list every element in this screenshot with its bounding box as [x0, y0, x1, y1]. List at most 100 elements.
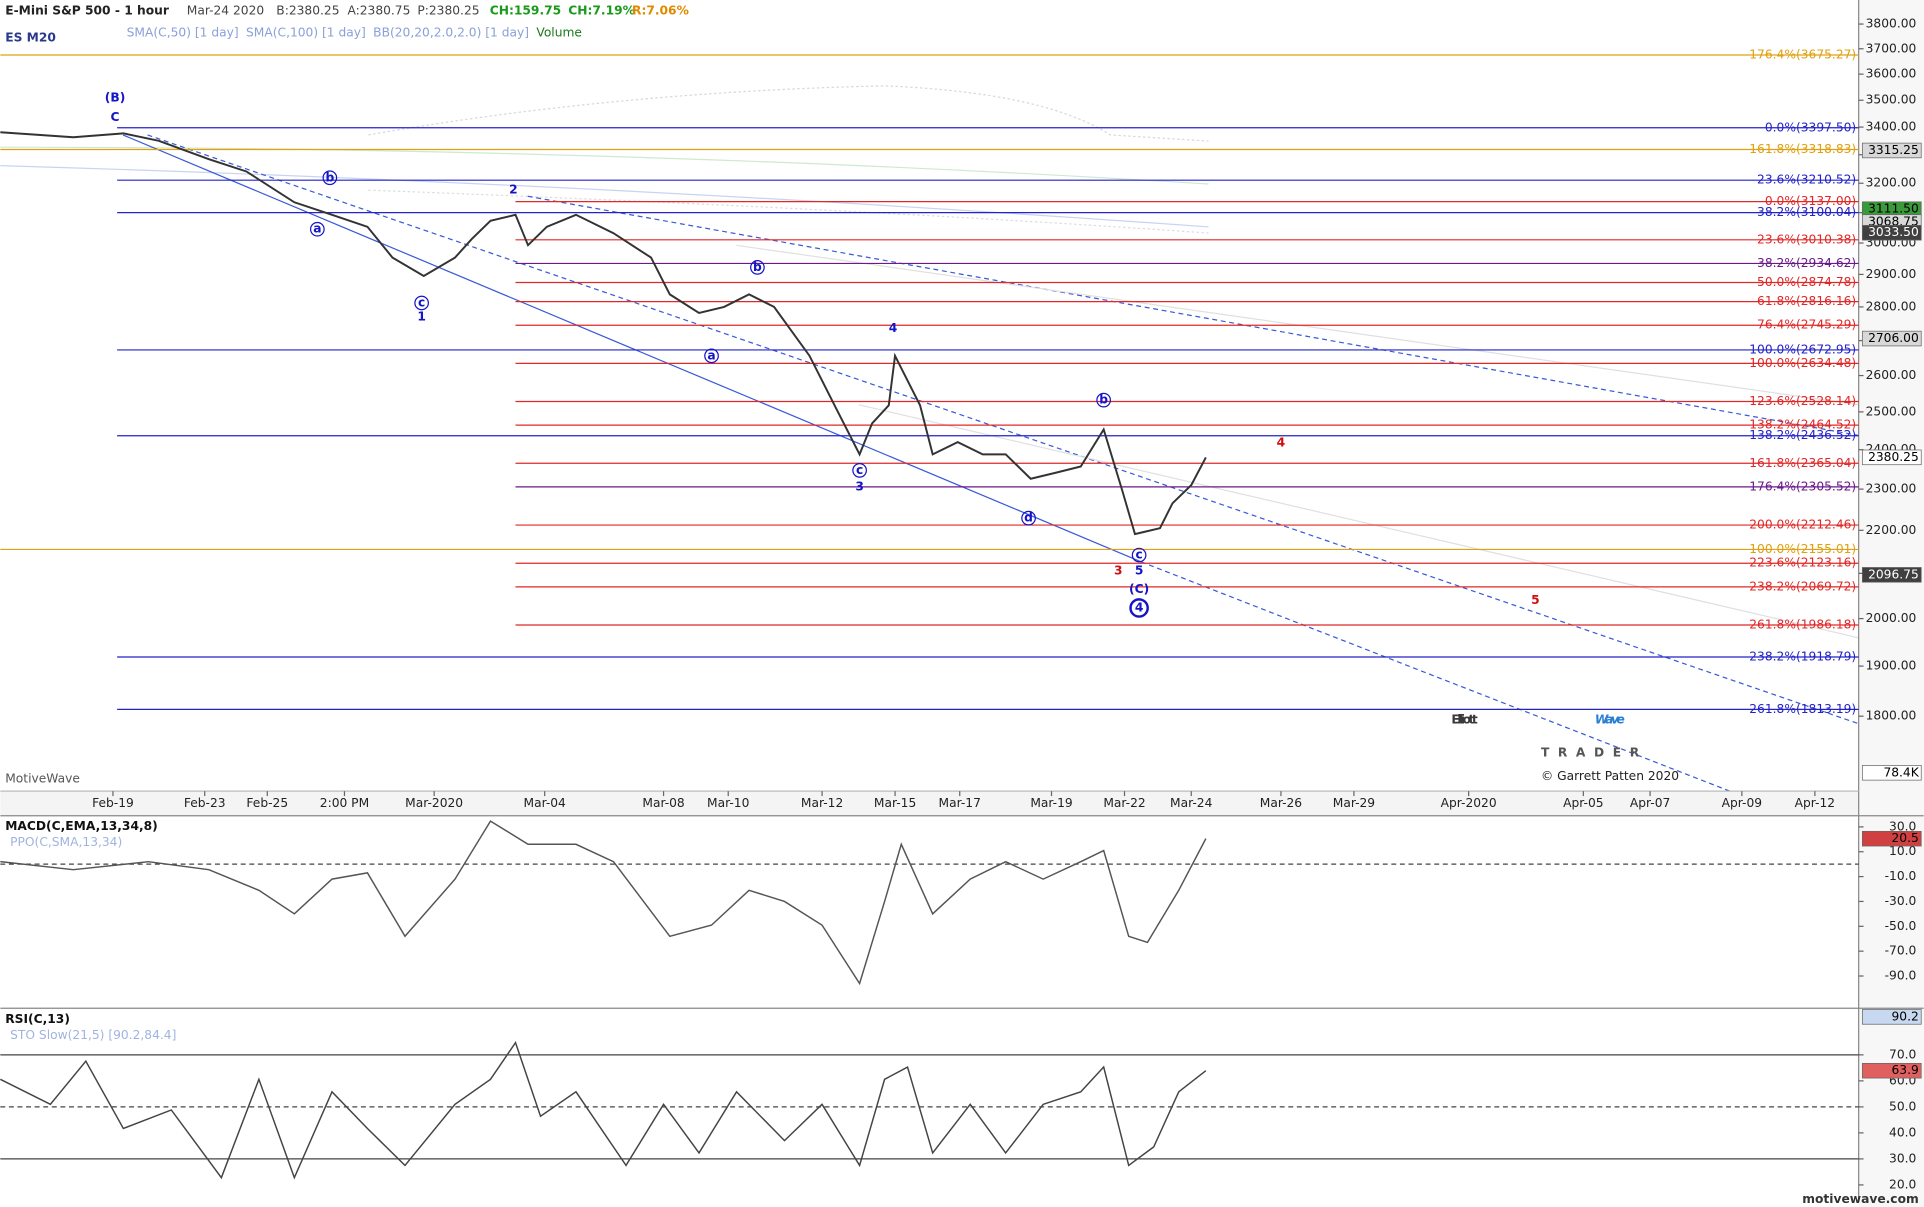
fib-label: 123.6%(2528.14): [1749, 394, 1856, 408]
wave-label: a: [313, 222, 321, 236]
y-tick-label: 2900.00: [1866, 267, 1917, 281]
wave-label: 4: [1277, 436, 1286, 450]
y-tick-label: 2000.00: [1866, 611, 1917, 625]
data-line: [0, 1041, 1207, 1180]
fib-label: 50.0%(2874.78): [1757, 275, 1856, 289]
x-tick-label: Mar-26: [1260, 796, 1303, 810]
x-tick-label: Mar-2020: [405, 796, 463, 810]
y-tick-label: 1800.00: [1866, 709, 1917, 723]
wave-label: c: [418, 295, 425, 309]
x-tick-label: Mar-19: [1030, 796, 1072, 810]
channel-line: [122, 134, 1142, 563]
y-tick-label: 3400.00: [1866, 120, 1917, 134]
wave-circle: [1129, 598, 1149, 618]
chart-title: E-Mini S&P 500 - 1 hour: [5, 4, 169, 18]
channel-line: [1140, 561, 1731, 792]
y-tick-label: 30.0: [1889, 1151, 1916, 1165]
logo-trader: TRADER: [1541, 746, 1648, 760]
y-tick-label: 3200.00: [1866, 176, 1917, 190]
fib-label: 176.4%(2305.52): [1749, 479, 1856, 493]
value-box-label: 3315.25: [1868, 143, 1919, 157]
x-tick-label: Mar-10: [707, 796, 749, 810]
wave-circle: [852, 463, 867, 478]
watermark: MotiveWave: [5, 771, 80, 785]
value-box-label: 63.9: [1891, 1063, 1918, 1077]
wave-circle: [322, 170, 338, 186]
fib-label: 100.0%(2155.01): [1749, 542, 1856, 556]
x-tick-label: Feb-23: [184, 796, 226, 810]
wave-label: 5: [1531, 593, 1540, 607]
bb-band: [368, 189, 1209, 234]
y-tick-label: 2800.00: [1866, 299, 1917, 313]
wave-circle: [1021, 510, 1036, 526]
y-tick-label: -10.0: [1885, 869, 1917, 883]
wave-circle: [704, 348, 719, 364]
wave-label: 4: [889, 321, 898, 335]
fib-label: 138.2%(2436.52): [1749, 428, 1856, 442]
y-tick-label: 50.0: [1889, 1099, 1916, 1113]
value-box: [1861, 1009, 1922, 1025]
y-tick-label: -90.0: [1885, 969, 1917, 983]
x-tick-label: Mar-12: [801, 796, 843, 810]
volume-box: [1861, 765, 1922, 781]
value-box: [1861, 225, 1922, 241]
wave-circle: [1131, 547, 1147, 563]
quote-change: CH:159.75: [490, 4, 561, 18]
y-tick-label: -30.0: [1885, 894, 1917, 908]
indicator-label: SMA(C,100) [1 day]: [246, 26, 366, 40]
fib-label: 23.6%(3010.38): [1757, 232, 1856, 246]
wave-label: (B): [105, 90, 126, 104]
fib-label: 100.0%(2672.95): [1749, 342, 1856, 356]
value-box-label: 20.5: [1891, 831, 1918, 845]
y-tick-label: 3500.00: [1866, 93, 1917, 107]
value-box: [1861, 567, 1922, 583]
y-tick-label: 10.0: [1889, 844, 1916, 858]
fib-label: 23.6%(3210.52): [1757, 173, 1856, 187]
fib-label: 38.2%(2934.62): [1757, 256, 1856, 270]
wave-label: (C): [1129, 582, 1149, 596]
wave-label: d: [1024, 511, 1033, 525]
panel-subtitle: PPO(C,SMA,13,34): [10, 835, 122, 849]
indicator-legend: SMA(C,50) [1 day] SMA(C,100) [1 day] BB(20…: [127, 26, 582, 40]
x-tick-label: Apr-07: [1630, 796, 1670, 810]
wave-label: c: [856, 463, 863, 477]
quote-change-pct: CH:7.19%: [568, 4, 635, 18]
wave-label: b: [753, 260, 762, 274]
value-box-label: 2380.25: [1868, 450, 1919, 464]
fib-label: 200.0%(2212.46): [1749, 518, 1856, 532]
y-tick-label: 1900.00: [1866, 659, 1917, 673]
value-box: [1861, 330, 1922, 347]
y-tick-label: 2200.00: [1866, 523, 1917, 537]
y-tick-label: -50.0: [1885, 919, 1917, 933]
fib-label: 238.2%(1918.79): [1749, 649, 1856, 663]
fib-label: 161.8%(3318.83): [1749, 142, 1856, 156]
y-tick-label: 3600.00: [1866, 67, 1917, 81]
fib-label: 0.0%(3137.00): [1765, 194, 1856, 208]
y-tick-label: 2600.00: [1866, 368, 1917, 382]
x-tick-label: Mar-08: [642, 796, 684, 810]
wave-label: 5: [1135, 564, 1144, 578]
fib-label: 176.4%(3675.27): [1749, 47, 1856, 61]
y-tick-label: -70.0: [1885, 944, 1917, 958]
x-tick-label: Mar-29: [1333, 796, 1375, 810]
sma-curve: [0, 164, 1209, 228]
wave-circle: [750, 260, 765, 275]
wave-circle: [414, 295, 429, 311]
x-tick-label: Mar-15: [874, 796, 916, 810]
y-tick-label: 2300.00: [1866, 482, 1917, 496]
panel-subtitle: STO Slow(21,5) [90.2,84.4]: [10, 1028, 176, 1042]
wave-label: 4: [1135, 600, 1144, 614]
y-tick-label: 70.0: [1889, 1047, 1916, 1061]
x-tick-label: Apr-12: [1795, 796, 1835, 810]
right-axis-band: [1858, 0, 1924, 1207]
channel-line: [527, 195, 1859, 437]
value-box-label: 2706.00: [1868, 331, 1919, 345]
y-tick-label: 40.0: [1889, 1125, 1916, 1139]
panel-title: MACD(C,EMA,13,34,8): [5, 819, 158, 833]
y-tick-label: 20.0: [1889, 1177, 1916, 1191]
value-box-label: 3033.50: [1868, 225, 1919, 239]
fib-label: 100.0%(2634.48): [1749, 356, 1856, 370]
value-box-label: 90.2: [1891, 1009, 1918, 1023]
wave-circle: [1096, 392, 1112, 408]
x-tick-label: Mar-24: [1170, 796, 1213, 810]
